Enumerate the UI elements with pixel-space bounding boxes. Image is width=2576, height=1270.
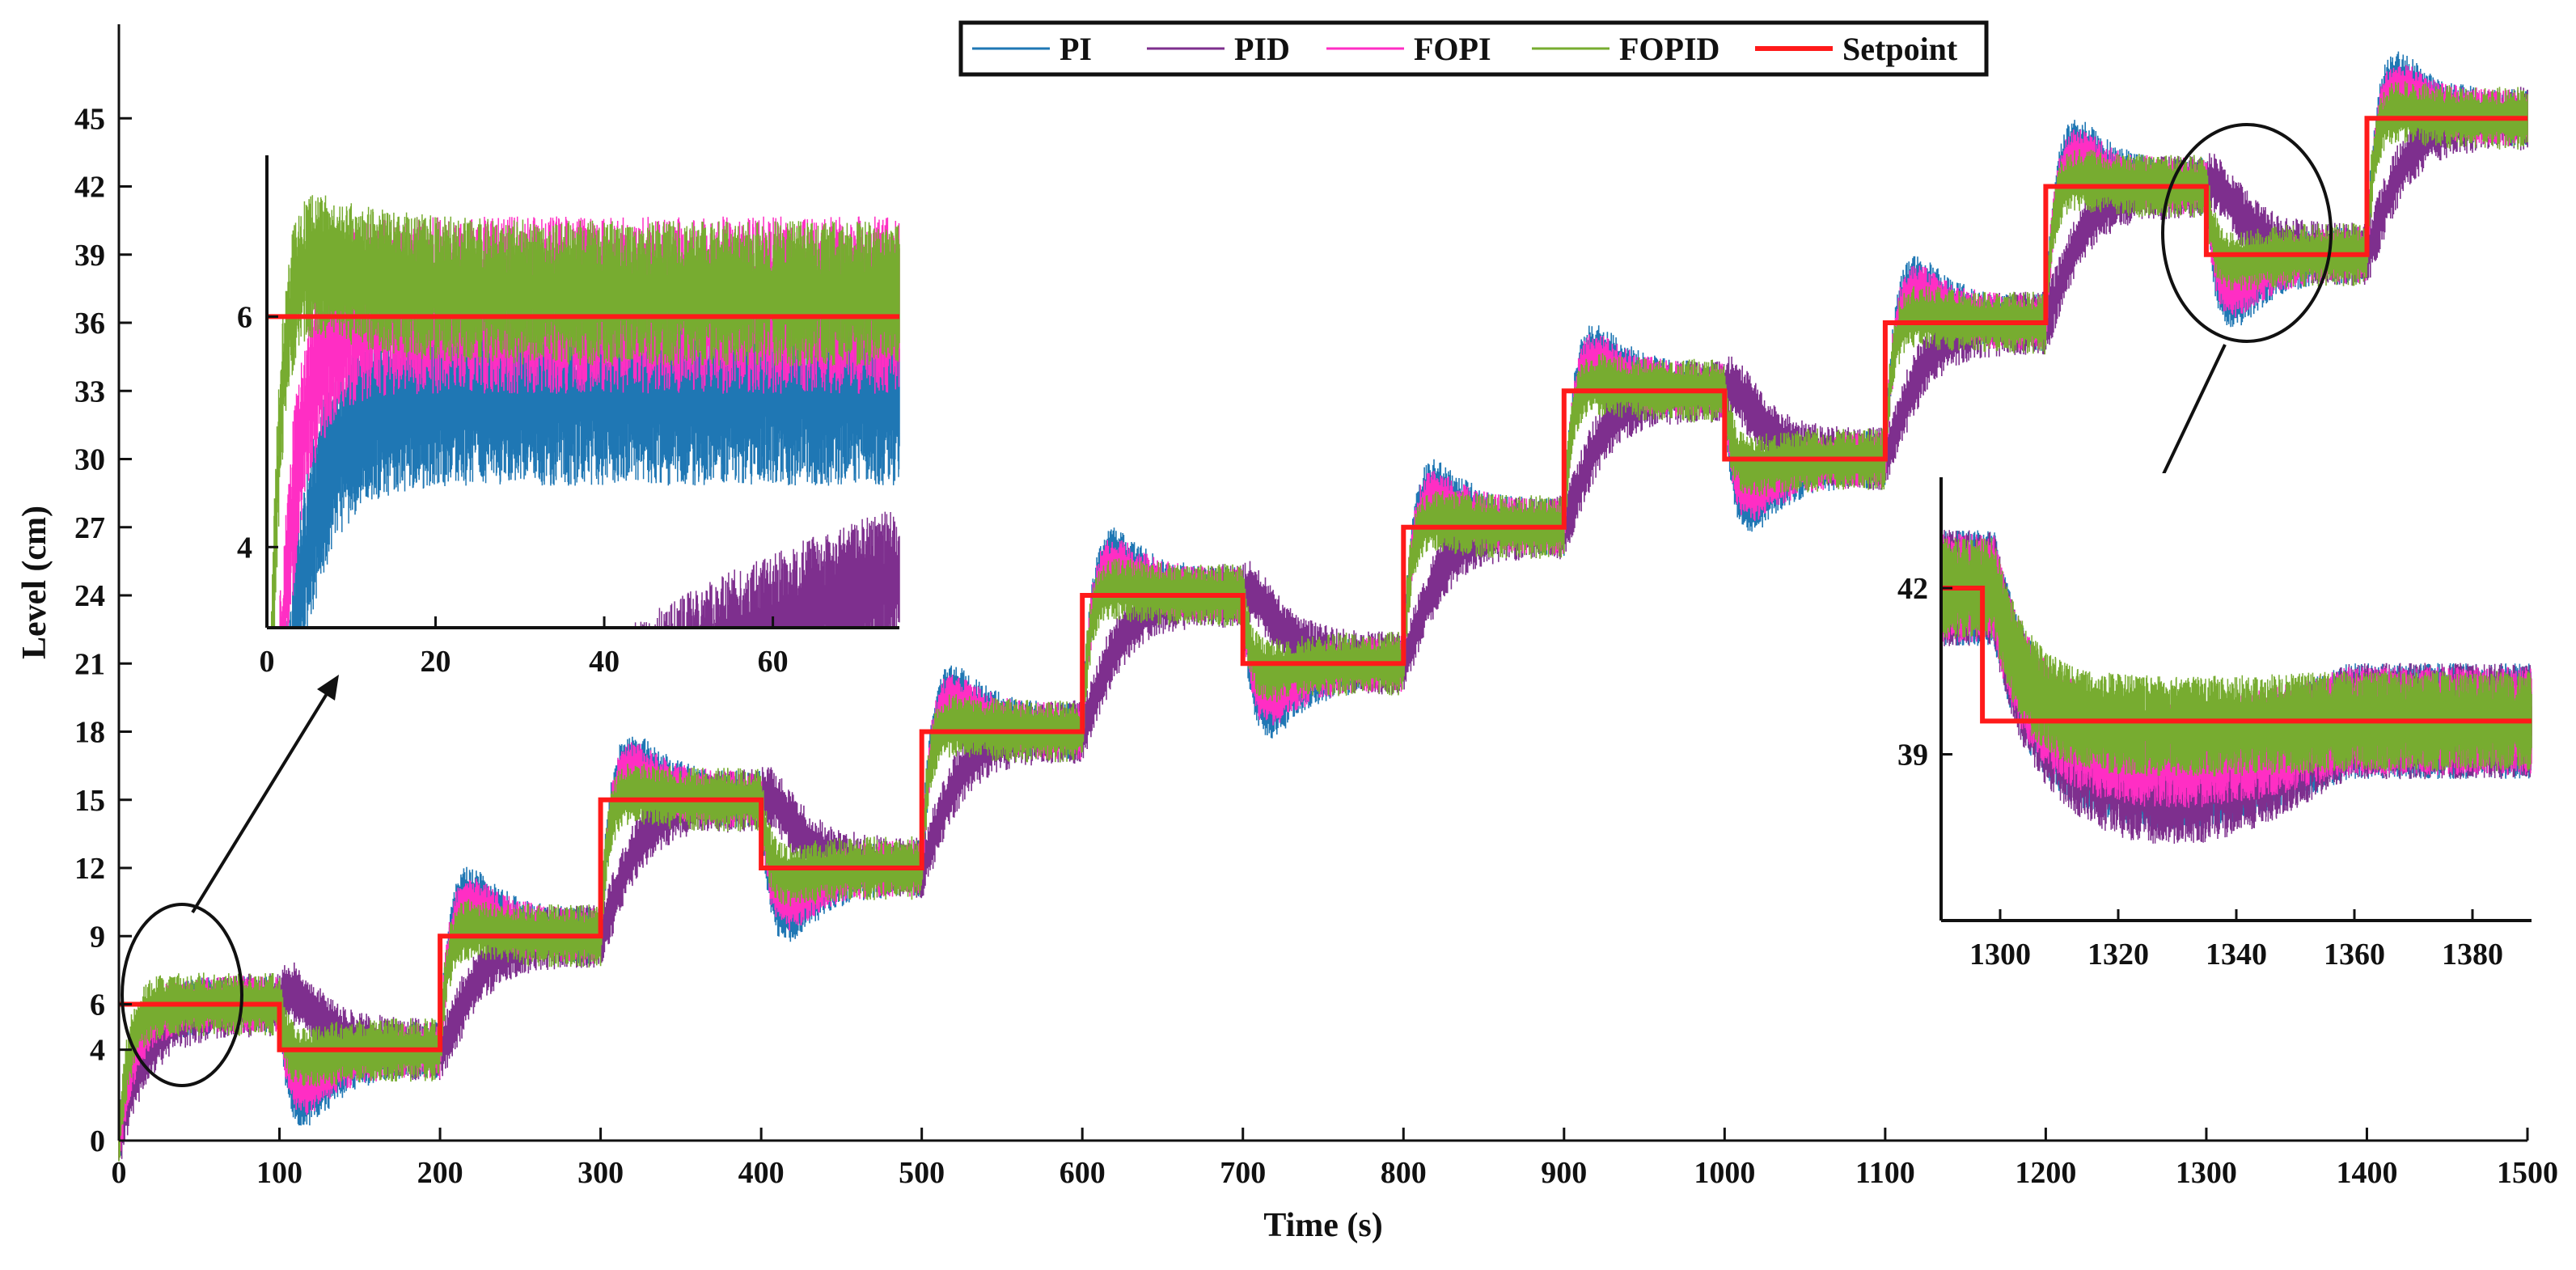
zoom-ellipse-start	[121, 903, 243, 1087]
inset-start-tick-labels: 0 20 40 60 4 6	[237, 300, 789, 679]
inset-1300-y-tick-label: 42	[1897, 572, 1928, 606]
y-tick-label: 33	[74, 375, 105, 409]
inset-start-x-tick-label: 0	[260, 645, 275, 679]
x-tick-label: 0	[112, 1156, 127, 1190]
inset-start-traces	[270, 195, 900, 628]
x-tick-label: 1400	[2336, 1156, 2397, 1190]
y-tick-label: 4	[90, 1034, 105, 1068]
inset-1300-y-tick-label: 39	[1897, 739, 1928, 773]
y-tick-label: 15	[74, 784, 105, 818]
x-tick-label: 400	[738, 1156, 785, 1190]
inset-1300-tick-labels: 1300 1320 1340 1360 1380 39 42	[1897, 572, 2503, 972]
inset-zoom-1300: 1300 1320 1340 1360 1380 39 42	[1897, 473, 2544, 972]
y-tick-label: 18	[74, 716, 105, 750]
x-tick-label: 900	[1541, 1156, 1587, 1190]
x-tick-label: 1300	[2176, 1156, 2237, 1190]
x-tick-label: 700	[1220, 1156, 1266, 1190]
annotations	[121, 123, 2333, 1087]
x-tick-labels: 0 100 200 300 400 500 600 700 800 900 1000 1100 1200…	[112, 1128, 2558, 1190]
inset-start-y-tick-label: 4	[237, 531, 252, 565]
x-tick-label: 1200	[2015, 1156, 2076, 1190]
arrow-to-inset-start	[191, 684, 333, 914]
inset-start-x-tick-label: 20	[421, 645, 451, 679]
y-tick-label: 27	[74, 511, 105, 545]
legend-items: PI PID FOPI FOPID Setpoint	[972, 31, 1958, 67]
y-tick-labels: 0 4 6 9 12 15 18 21 24 27 30 33 36 39 42 45	[74, 102, 132, 1158]
legend-label-fopid: FOPID	[1619, 31, 1719, 67]
y-tick-label: 12	[74, 852, 105, 886]
x-axis-label: Time (s)	[1263, 1207, 1382, 1244]
legend: PI PID FOPI FOPID Setpoint	[958, 20, 1989, 77]
legend-label-setpoint: Setpoint	[1842, 31, 1958, 67]
inset-1300-x-tick-label: 1360	[2324, 938, 2385, 972]
y-tick-label: 39	[74, 239, 105, 273]
y-tick-label: 36	[74, 307, 105, 341]
inset-1300-x-tick-label: 1340	[2206, 938, 2267, 972]
main-plot: 0 100 200 300 400 500 600 700 800 900 1000 1100 1200…	[16, 24, 2558, 1244]
inset-zoom-start: 0 20 40 60 4 6	[237, 154, 900, 679]
inset-start-series-pid	[631, 511, 900, 628]
x-tick-label: 1100	[1855, 1156, 1915, 1190]
inset-start-y-tick-label: 6	[237, 300, 252, 334]
x-tick-label: 100	[256, 1156, 302, 1190]
legend-label-fopi: FOPI	[1414, 31, 1491, 67]
legend-label-pi: PI	[1060, 31, 1092, 67]
x-tick-label: 1000	[1694, 1156, 1755, 1190]
legend-label-pid: PID	[1234, 31, 1290, 67]
y-tick-label: 9	[90, 920, 105, 954]
x-tick-label: 300	[577, 1156, 624, 1190]
inset-1300-x-tick-label: 1320	[2087, 938, 2149, 972]
x-tick-label: 600	[1060, 1156, 1106, 1190]
y-tick-label: 45	[74, 102, 105, 136]
y-tick-label: 30	[74, 443, 105, 477]
zoom-ellipse-1300	[2161, 123, 2333, 343]
x-tick-label: 1500	[2497, 1156, 2558, 1190]
inset-1300-setpoint	[1941, 586, 2532, 724]
y-tick-label: 21	[74, 647, 105, 681]
y-tick-label: 0	[90, 1124, 105, 1158]
y-tick-label: 24	[74, 579, 105, 613]
inset-1300-x-tick-label: 1380	[2442, 938, 2503, 972]
y-axis-label: Level (cm)	[16, 506, 53, 659]
x-tick-label: 200	[417, 1156, 463, 1190]
x-tick-label: 800	[1381, 1156, 1427, 1190]
setpoint-line	[119, 116, 2527, 1052]
y-tick-label: 42	[74, 171, 105, 205]
inset-start-x-tick-label: 60	[758, 645, 789, 679]
inset-start-x-tick-label: 40	[589, 645, 620, 679]
y-tick-label: 6	[90, 988, 105, 1022]
x-tick-label: 500	[899, 1156, 945, 1190]
inset-start-series-pi	[286, 308, 900, 628]
arrow-head-inset-start	[317, 675, 339, 701]
inset-start-series-fopid	[270, 195, 900, 628]
inset-1300-x-tick-label: 1300	[1969, 938, 2031, 972]
